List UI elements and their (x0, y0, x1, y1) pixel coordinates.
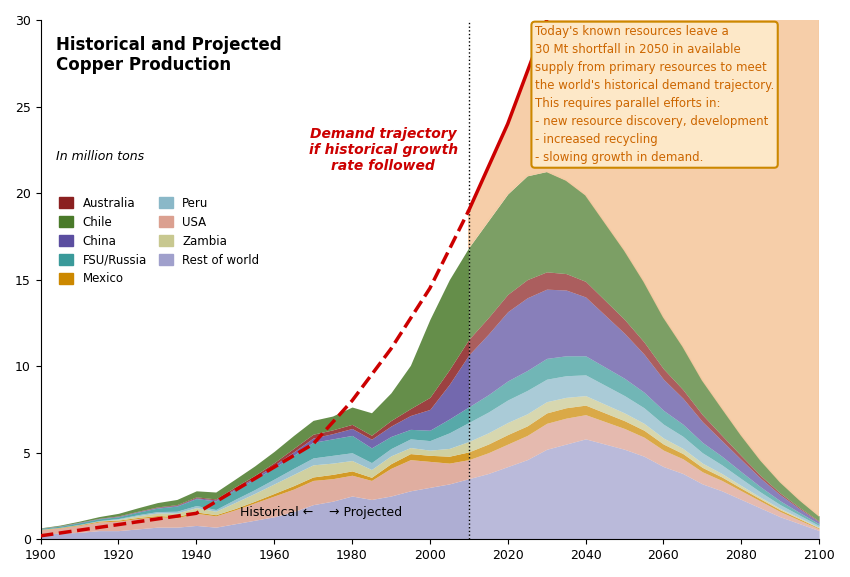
Text: Today's known resources leave a
30 Mt shortfall in 2050 in available
supply from: Today's known resources leave a 30 Mt sh… (535, 25, 774, 164)
Legend: Australia, Chile, China, FSU/Russia, Mexico, Peru, USA, Zambia, Rest of world: Australia, Chile, China, FSU/Russia, Mex… (54, 192, 264, 290)
Text: Historical and Projected
Copper Production: Historical and Projected Copper Producti… (56, 36, 282, 74)
Text: Historical ←: Historical ← (240, 505, 313, 519)
Text: Demand trajectory
if historical growth
rate followed: Demand trajectory if historical growth r… (309, 126, 457, 173)
Text: → Projected: → Projected (329, 505, 402, 519)
Text: In million tons: In million tons (56, 150, 144, 163)
